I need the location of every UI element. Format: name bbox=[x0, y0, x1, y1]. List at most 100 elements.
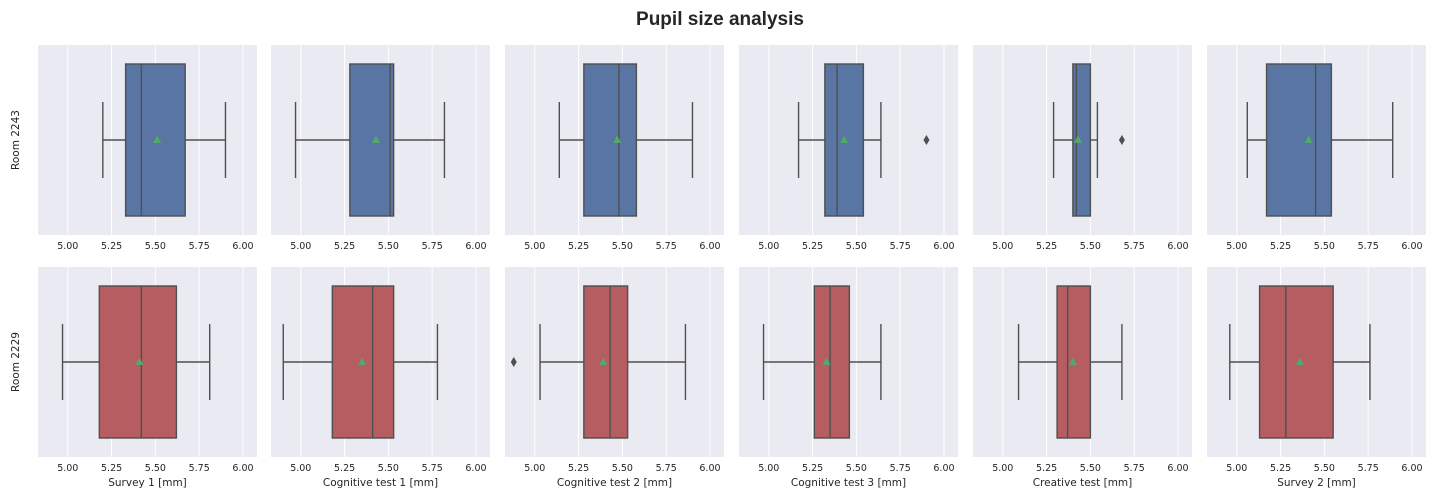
x-tick-label: 5.75 bbox=[189, 241, 210, 252]
box-iqr bbox=[583, 285, 629, 439]
x-tick-label: 5.75 bbox=[422, 463, 443, 474]
x-tick-label: 5.50 bbox=[1314, 463, 1335, 474]
x-axis-label: Creative test [mm] bbox=[1033, 477, 1133, 489]
x-tick-label: 5.25 bbox=[568, 463, 589, 474]
x-tick-label: 5.25 bbox=[568, 241, 589, 252]
x-tick-label: 6.00 bbox=[1401, 241, 1422, 252]
subplot-panel: 5.00 5.25 5.50 5.75 6.00 Creative test [mm] bbox=[973, 267, 1192, 489]
x-tick-label: 5.25 bbox=[334, 241, 355, 252]
mean-marker bbox=[372, 135, 381, 143]
x-tick-label: 5.00 bbox=[290, 241, 311, 252]
x-tick-label: 6.00 bbox=[699, 463, 720, 474]
x-tick-label: 5.75 bbox=[189, 463, 210, 474]
x-tick-label: 6.00 bbox=[1401, 463, 1422, 474]
x-tick-label: 6.00 bbox=[232, 241, 253, 252]
x-tick-label: 5.50 bbox=[1080, 463, 1101, 474]
x-tick-label: 6.00 bbox=[1167, 463, 1188, 474]
mean-marker bbox=[135, 357, 144, 365]
x-tick-label: 6.00 bbox=[1167, 241, 1188, 252]
x-tick-label: 5.50 bbox=[145, 241, 166, 252]
x-tick-label: 5.00 bbox=[758, 241, 779, 252]
subplot-panel: 5.00 5.25 5.50 5.75 6.00 Cognitive test 2 [mm… bbox=[505, 267, 724, 489]
mean-marker bbox=[822, 357, 831, 365]
x-tick-label: 5.00 bbox=[758, 463, 779, 474]
x-axis-label: Cognitive test 2 [mm] bbox=[557, 477, 672, 489]
x-tick-label: 5.00 bbox=[524, 463, 545, 474]
subplot-panel: 5.00 5.25 5.50 5.75 6.00 bbox=[1207, 45, 1426, 252]
x-tick-label: 5.00 bbox=[290, 463, 311, 474]
x-tick-label: 6.00 bbox=[699, 241, 720, 252]
mean-marker bbox=[153, 135, 162, 143]
x-axis-label: Survey 1 [mm] bbox=[108, 477, 187, 489]
x-tick-label: 6.00 bbox=[465, 241, 486, 252]
x-tick-label: 5.75 bbox=[1124, 241, 1145, 252]
x-tick-label: 5.25 bbox=[1270, 463, 1291, 474]
x-tick-label: 6.00 bbox=[465, 463, 486, 474]
x-tick-label: 5.75 bbox=[1358, 463, 1379, 474]
mean-marker bbox=[599, 357, 608, 365]
mean-marker bbox=[358, 357, 367, 365]
outlier-point bbox=[510, 357, 517, 367]
outlier-point bbox=[1118, 135, 1125, 145]
subplot-panel: 5.00 5.25 5.50 5.75 6.00 bbox=[505, 45, 724, 252]
x-tick-label: 5.75 bbox=[656, 463, 677, 474]
box-iqr bbox=[1258, 285, 1334, 439]
x-tick-label: 6.00 bbox=[933, 463, 954, 474]
subplot-panel: 5.00 5.25 5.50 5.75 6.00 bbox=[739, 45, 958, 252]
x-tick-label: 5.50 bbox=[378, 463, 399, 474]
outlier-point bbox=[923, 135, 930, 145]
x-tick-label: 5.00 bbox=[992, 241, 1013, 252]
subplot-panel: 5.00 5.25 5.50 5.75 6.00 Survey 2 [mm] bbox=[1207, 267, 1426, 489]
x-tick-label: 5.00 bbox=[57, 463, 78, 474]
row-label: Room 2243 bbox=[10, 110, 22, 170]
x-tick-label: 5.25 bbox=[1270, 241, 1291, 252]
x-axis-label: Cognitive test 3 [mm] bbox=[791, 477, 906, 489]
mean-marker bbox=[1304, 135, 1313, 143]
row-label: Room 2229 bbox=[10, 332, 22, 392]
x-tick-label: 5.75 bbox=[656, 241, 677, 252]
subplot-panel: 5.00 5.25 5.50 5.75 6.00 Cognitive test 1 [mm… bbox=[271, 267, 490, 489]
box-iqr bbox=[1072, 63, 1092, 217]
x-tick-label: 5.75 bbox=[422, 241, 443, 252]
x-tick-label: 5.25 bbox=[1036, 463, 1057, 474]
x-tick-label: 5.75 bbox=[1358, 241, 1379, 252]
chart-title: Pupil size analysis bbox=[636, 9, 804, 30]
x-tick-label: 5.25 bbox=[1036, 241, 1057, 252]
x-tick-label: 5.50 bbox=[612, 463, 633, 474]
subplot-panel: 5.00 5.25 5.50 5.75 6.00 bbox=[973, 45, 1192, 252]
x-tick-label: 5.00 bbox=[992, 463, 1013, 474]
x-tick-label: 5.50 bbox=[846, 463, 867, 474]
x-tick-label: 5.00 bbox=[57, 241, 78, 252]
box-iqr bbox=[349, 63, 395, 217]
mean-marker bbox=[1074, 135, 1083, 143]
x-tick-label: 5.50 bbox=[612, 241, 633, 252]
x-tick-label: 5.00 bbox=[1226, 463, 1247, 474]
x-tick-label: 5.00 bbox=[1226, 241, 1247, 252]
x-tick-label: 5.00 bbox=[524, 241, 545, 252]
x-tick-label: 6.00 bbox=[232, 463, 253, 474]
box-iqr bbox=[1265, 63, 1333, 217]
subplot-panel: 5.00 5.25 5.50 5.75 6.00 bbox=[38, 45, 257, 252]
subplot-panel: 5.00 5.25 5.50 5.75 6.00 bbox=[271, 45, 490, 252]
x-tick-label: 5.25 bbox=[101, 463, 122, 474]
x-tick-label: 5.75 bbox=[890, 241, 911, 252]
mean-marker bbox=[1068, 357, 1077, 365]
panels-group: Room 2243 5.00 5.25 5.50 5.75 6.00 5.00 5.25 5.5… bbox=[10, 45, 1426, 489]
x-tick-label: 5.75 bbox=[1124, 463, 1145, 474]
x-tick-label: 5.50 bbox=[145, 463, 166, 474]
x-axis-label: Cognitive test 1 [mm] bbox=[323, 477, 438, 489]
x-tick-label: 5.75 bbox=[890, 463, 911, 474]
subplot-panel: 5.00 5.25 5.50 5.75 6.00 Cognitive test 3 [mm… bbox=[739, 267, 958, 489]
x-tick-label: 6.00 bbox=[933, 241, 954, 252]
x-axis-label: Survey 2 [mm] bbox=[1277, 477, 1356, 489]
x-tick-label: 5.50 bbox=[846, 241, 867, 252]
x-tick-label: 5.25 bbox=[101, 241, 122, 252]
box-iqr bbox=[583, 63, 638, 217]
x-tick-label: 5.25 bbox=[802, 241, 823, 252]
x-tick-label: 5.25 bbox=[802, 463, 823, 474]
x-tick-label: 5.50 bbox=[1314, 241, 1335, 252]
box-iqr bbox=[813, 285, 851, 439]
x-tick-label: 5.50 bbox=[378, 241, 399, 252]
mean-marker bbox=[840, 135, 849, 143]
mean-marker bbox=[1295, 357, 1304, 365]
